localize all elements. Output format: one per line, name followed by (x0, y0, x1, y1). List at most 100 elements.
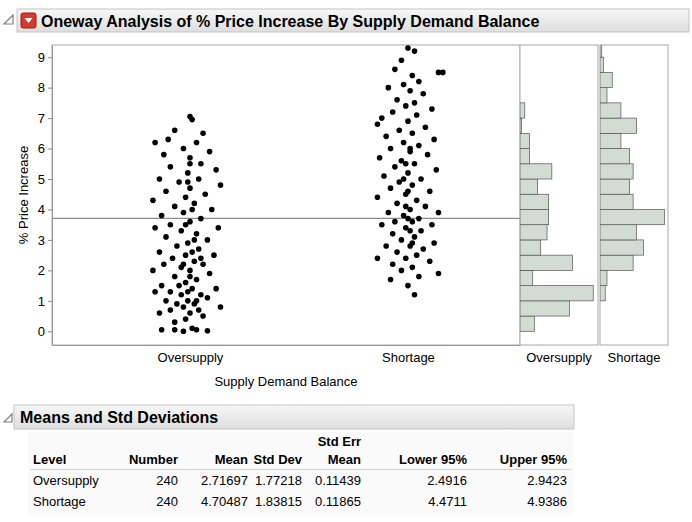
data-point (427, 258, 433, 264)
data-point (410, 131, 416, 137)
data-point (420, 246, 426, 252)
histogram-bar (600, 240, 644, 255)
data-point (205, 237, 211, 243)
data-point (383, 243, 389, 249)
data-point (159, 213, 165, 219)
data-point (394, 249, 400, 255)
data-point (196, 246, 202, 252)
histogram-bar (600, 149, 630, 164)
data-point (187, 268, 193, 274)
data-point (410, 182, 416, 188)
tick-mark (48, 57, 52, 58)
data-point (198, 216, 204, 222)
disclosure-icon (4, 414, 12, 422)
data-point (183, 222, 189, 228)
data-point (414, 198, 420, 204)
x-axis: OversupplyShortage (53, 345, 521, 365)
data-point (168, 164, 174, 170)
data-point (427, 188, 433, 194)
plot-frame (52, 45, 520, 345)
y-axis-tick: 6 (38, 141, 52, 156)
histogram-bar (520, 194, 549, 209)
data-point (152, 140, 158, 146)
data-point (174, 243, 180, 249)
data-point (152, 289, 158, 295)
histogram-bar (600, 225, 637, 240)
data-point (405, 170, 411, 176)
data-point (375, 194, 381, 200)
data-point (187, 161, 193, 167)
histogram-bar (520, 179, 538, 194)
data-point (392, 67, 398, 73)
data-point (192, 201, 198, 207)
data-point (401, 176, 407, 182)
data-point (183, 194, 189, 200)
tick-label: Shortage (382, 350, 435, 365)
y-axis-tick: 9 (38, 50, 52, 65)
data-point (388, 185, 394, 191)
data-point (377, 155, 383, 161)
y-axis-tick: 4 (38, 202, 52, 217)
data-point (390, 231, 396, 237)
data-point (187, 310, 193, 316)
histogram-bar (520, 103, 525, 118)
tick-label: 2 (38, 263, 45, 278)
data-point (403, 161, 409, 167)
histogram-bar (600, 118, 637, 133)
chart-title: Oneway Analysis of % Price Increase By S… (41, 13, 539, 30)
data-point (213, 286, 219, 292)
data-point (205, 295, 211, 301)
data-point (159, 283, 165, 289)
data-point (185, 240, 191, 246)
data-point (418, 176, 424, 182)
data-point (407, 228, 413, 234)
data-point (433, 167, 439, 173)
histogram-bar (600, 270, 607, 285)
data-point (187, 155, 193, 161)
data-point (189, 117, 195, 123)
y-axis-line (52, 46, 53, 346)
data-point (168, 222, 174, 228)
data-point (429, 106, 435, 112)
tick-mark (48, 331, 52, 332)
histogram-bar (600, 88, 607, 103)
column-header: Std Err (318, 434, 361, 449)
data-point (176, 179, 182, 185)
data-point (423, 204, 429, 210)
tick-mark (48, 209, 52, 210)
data-point (189, 207, 195, 213)
data-point (185, 170, 191, 176)
data-point (418, 228, 424, 234)
x-axis-line (53, 345, 521, 346)
data-point (200, 313, 206, 319)
data-point (405, 45, 411, 51)
menu-icon-arrow (25, 18, 33, 23)
data-point (172, 327, 178, 333)
histogram-bar (520, 149, 530, 164)
data-point (181, 328, 187, 334)
data-point (392, 219, 398, 225)
data-point (172, 319, 178, 325)
data-point (375, 255, 381, 261)
menu-icon[interactable] (21, 13, 36, 28)
data-point (185, 179, 191, 185)
data-point (412, 234, 418, 240)
table-header-bar (14, 405, 574, 429)
tick-label: 7 (38, 111, 45, 126)
point-series (375, 45, 446, 297)
tick-mark (48, 118, 52, 119)
data-point (396, 127, 402, 133)
histogram-bar (520, 164, 552, 179)
data-point (181, 261, 187, 267)
histogram-frame (520, 45, 598, 345)
data-point (416, 79, 422, 85)
plot-marks (52, 45, 520, 334)
data-point (189, 325, 195, 331)
data-point (399, 237, 405, 243)
data-point (405, 283, 411, 289)
data-point (194, 140, 200, 146)
data-point (388, 277, 394, 283)
table-cell: 4.4711 (428, 494, 467, 509)
data-point (414, 252, 420, 258)
data-point (375, 121, 381, 127)
